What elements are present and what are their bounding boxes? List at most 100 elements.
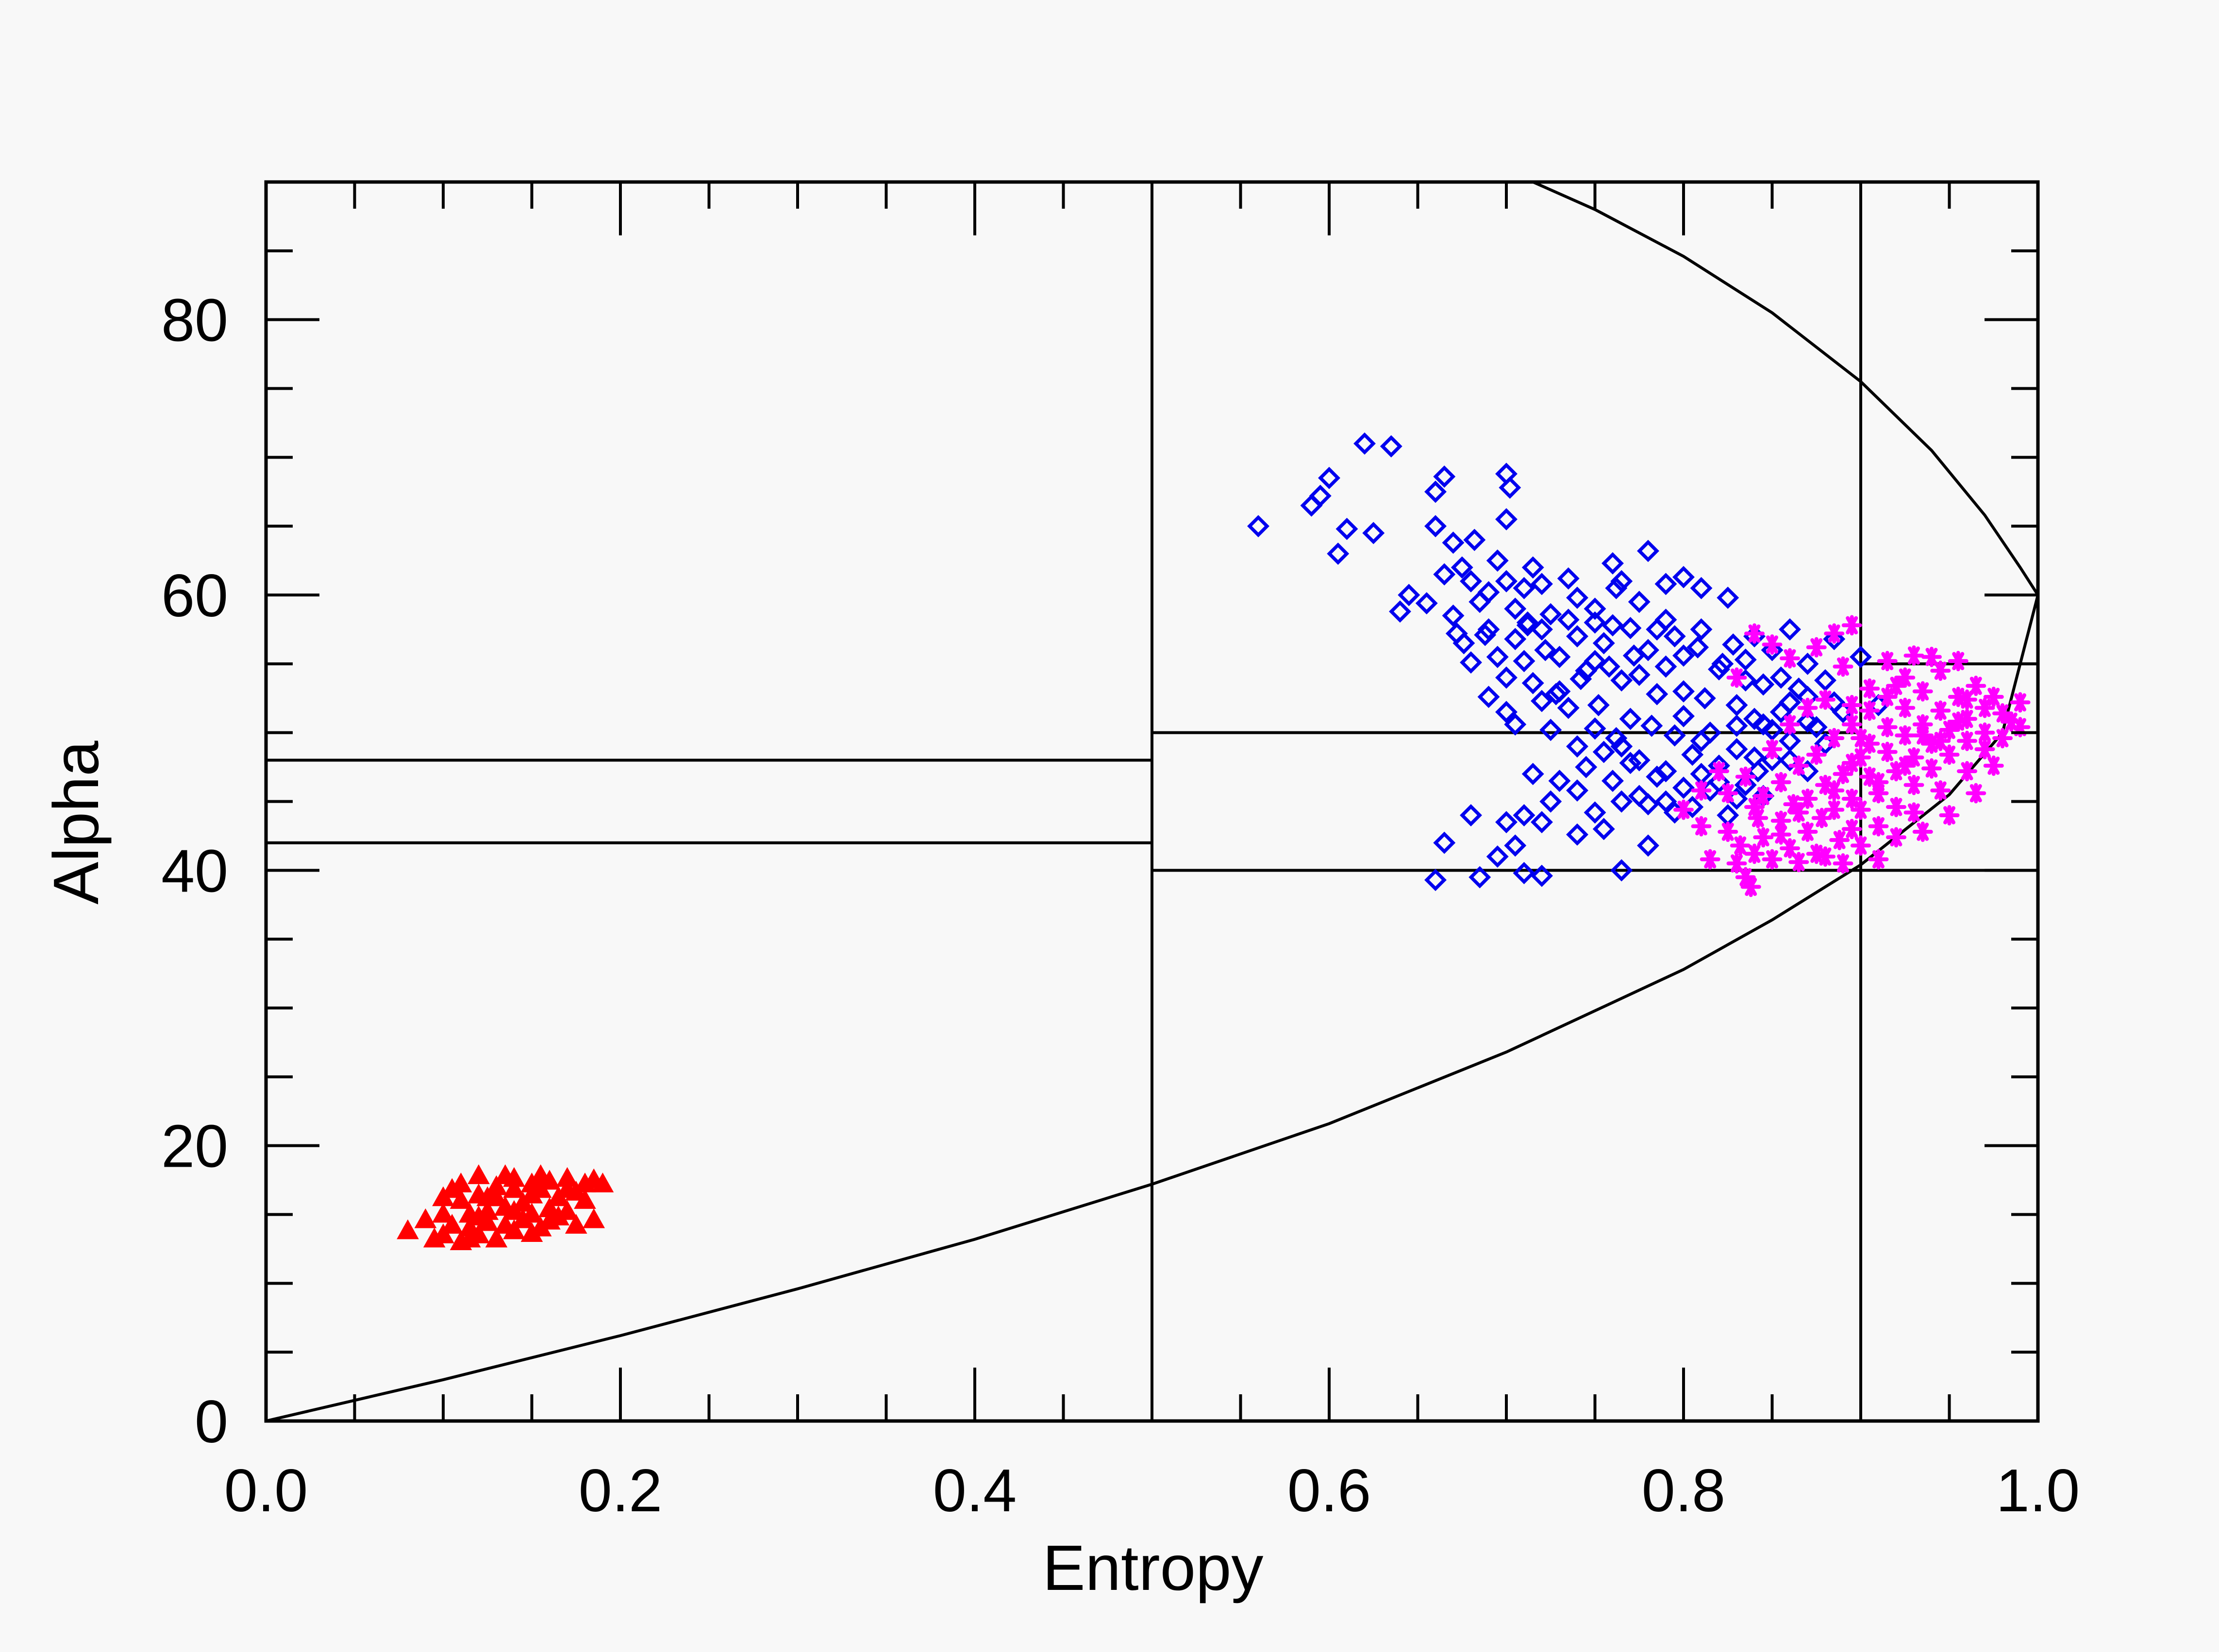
point-asterisk-12 [1806, 843, 1827, 864]
point-asterisk-34 [1895, 697, 1916, 718]
point-asterisk-93 [1912, 821, 1933, 842]
point-diamond-158 [1504, 713, 1527, 736]
point-diamond-95 [1539, 719, 1562, 741]
point-diamond-130 [1513, 804, 1535, 826]
point-diamond-117 [1752, 713, 1775, 736]
point-triangle-38 [565, 1214, 587, 1234]
point-diamond-60 [1672, 680, 1695, 703]
point-asterisk-22 [1851, 747, 1871, 768]
point-asterisk-75 [1824, 623, 1845, 644]
point-asterisk-103 [1868, 772, 1889, 793]
point-diamond-116 [1743, 746, 1766, 769]
point-asterisk-64 [1770, 772, 1791, 793]
point-triangle-48 [529, 1164, 552, 1184]
point-diamond-12 [1433, 465, 1456, 488]
point-diamond-58 [1663, 724, 1686, 747]
point-asterisk-16 [1824, 799, 1845, 820]
point-asterisk-57 [1895, 667, 1916, 688]
point-diamond-133 [1592, 818, 1615, 841]
point-triangle-4 [432, 1203, 454, 1223]
point-asterisk-5 [1762, 849, 1783, 870]
point-asterisk-62 [1806, 744, 1827, 765]
point-diamond-155 [1486, 645, 1509, 668]
point-triangle-5 [441, 1214, 464, 1234]
point-asterisk-66 [1744, 796, 1765, 817]
point-asterisk-63 [1788, 755, 1809, 776]
point-asterisk-65 [1753, 786, 1774, 807]
point-asterisk-74 [1806, 637, 1827, 658]
point-diamond-88 [1850, 645, 1872, 668]
point-triangle-53 [458, 1227, 481, 1248]
point-asterisk-35 [1903, 747, 1924, 768]
point-diamond-5 [1335, 517, 1358, 540]
point-diamond-9 [1389, 600, 1411, 623]
point-asterisk-52 [1992, 703, 2013, 724]
point-diamond-70 [1722, 633, 1745, 656]
point-diamond-176 [1545, 683, 1568, 706]
point-diamond-18 [1451, 556, 1473, 579]
point-diamond-62 [1681, 743, 1704, 766]
point-diamond-64 [1690, 618, 1713, 641]
scatter-series [397, 432, 2031, 1251]
point-diamond-36 [1548, 645, 1571, 668]
point-asterisk-45 [1948, 686, 1969, 707]
point-diamond-10 [1398, 584, 1420, 606]
point-diamond-170 [1686, 636, 1709, 659]
point-asterisk-104 [1841, 753, 1862, 774]
point-diamond-39 [1566, 586, 1588, 609]
point-asterisk-95 [1966, 783, 1986, 804]
point-asterisk-115 [1992, 728, 2013, 749]
point-diamond-13 [1424, 515, 1447, 538]
y-tick-label-3: 60 [161, 562, 228, 629]
point-diamond-115 [1734, 774, 1757, 796]
point-diamond-77 [1752, 673, 1775, 696]
point-diamond-102 [1619, 752, 1642, 775]
point-asterisk-67 [1718, 783, 1738, 804]
point-triangle-40 [574, 1189, 596, 1209]
point-triangle-7 [450, 1189, 472, 1209]
point-asterisk-68 [1735, 766, 1756, 787]
point-diamond-105 [1646, 765, 1668, 788]
point-asterisk-80 [1726, 667, 1747, 688]
point-asterisk-96 [1983, 755, 2004, 776]
point-diamond-151 [1672, 566, 1695, 589]
point-diamond-99 [1592, 741, 1615, 763]
point-asterisk-88 [1868, 849, 1889, 870]
point-asterisk-19 [1833, 853, 1853, 874]
point-diamond-92 [1513, 650, 1535, 673]
point-diamond-118 [1761, 749, 1784, 772]
point-diamond-2 [1309, 484, 1332, 507]
point-asterisk-114 [1974, 739, 1995, 760]
point-asterisk-110 [1841, 694, 1862, 715]
point-asterisk-107 [1770, 824, 1791, 845]
point-asterisk-25 [1859, 766, 1880, 787]
point-triangle-51 [503, 1200, 525, 1220]
point-diamond-169 [1711, 652, 1734, 675]
point-triangle-27 [520, 1203, 543, 1223]
point-asterisk-105 [1824, 780, 1845, 801]
point-diamond-76 [1747, 760, 1769, 783]
point-asterisk-81 [1709, 761, 1729, 782]
point-diamond-44 [1587, 694, 1610, 716]
boundary-curve-lower [266, 595, 2039, 1422]
point-diamond-97 [1566, 735, 1588, 758]
point-triangle-28 [520, 1183, 543, 1204]
point-asterisk-98 [1903, 645, 1924, 666]
point-asterisk-61 [1824, 728, 1845, 749]
point-diamond-141 [1468, 866, 1491, 889]
point-asterisk-7 [1780, 838, 1800, 859]
point-diamond-45 [1592, 632, 1615, 655]
point-asterisk-41 [1930, 700, 1951, 721]
point-diamond-55 [1646, 683, 1668, 706]
point-asterisk-1 [1735, 867, 1756, 888]
point-asterisk-47 [1957, 730, 1977, 751]
point-diamond-162 [1654, 760, 1677, 783]
point-triangle-17 [485, 1227, 508, 1248]
point-asterisk-100 [1948, 711, 1969, 732]
point-diamond-81 [1779, 618, 1801, 641]
point-diamond-57 [1654, 655, 1677, 678]
point-asterisk-83 [1673, 799, 1694, 820]
point-asterisk-91 [1930, 780, 1951, 801]
y-tick-label-1: 20 [161, 1113, 228, 1180]
point-asterisk-56 [1921, 646, 1942, 667]
